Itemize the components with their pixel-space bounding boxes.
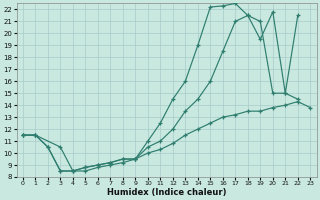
X-axis label: Humidex (Indice chaleur): Humidex (Indice chaleur) [107,188,226,197]
